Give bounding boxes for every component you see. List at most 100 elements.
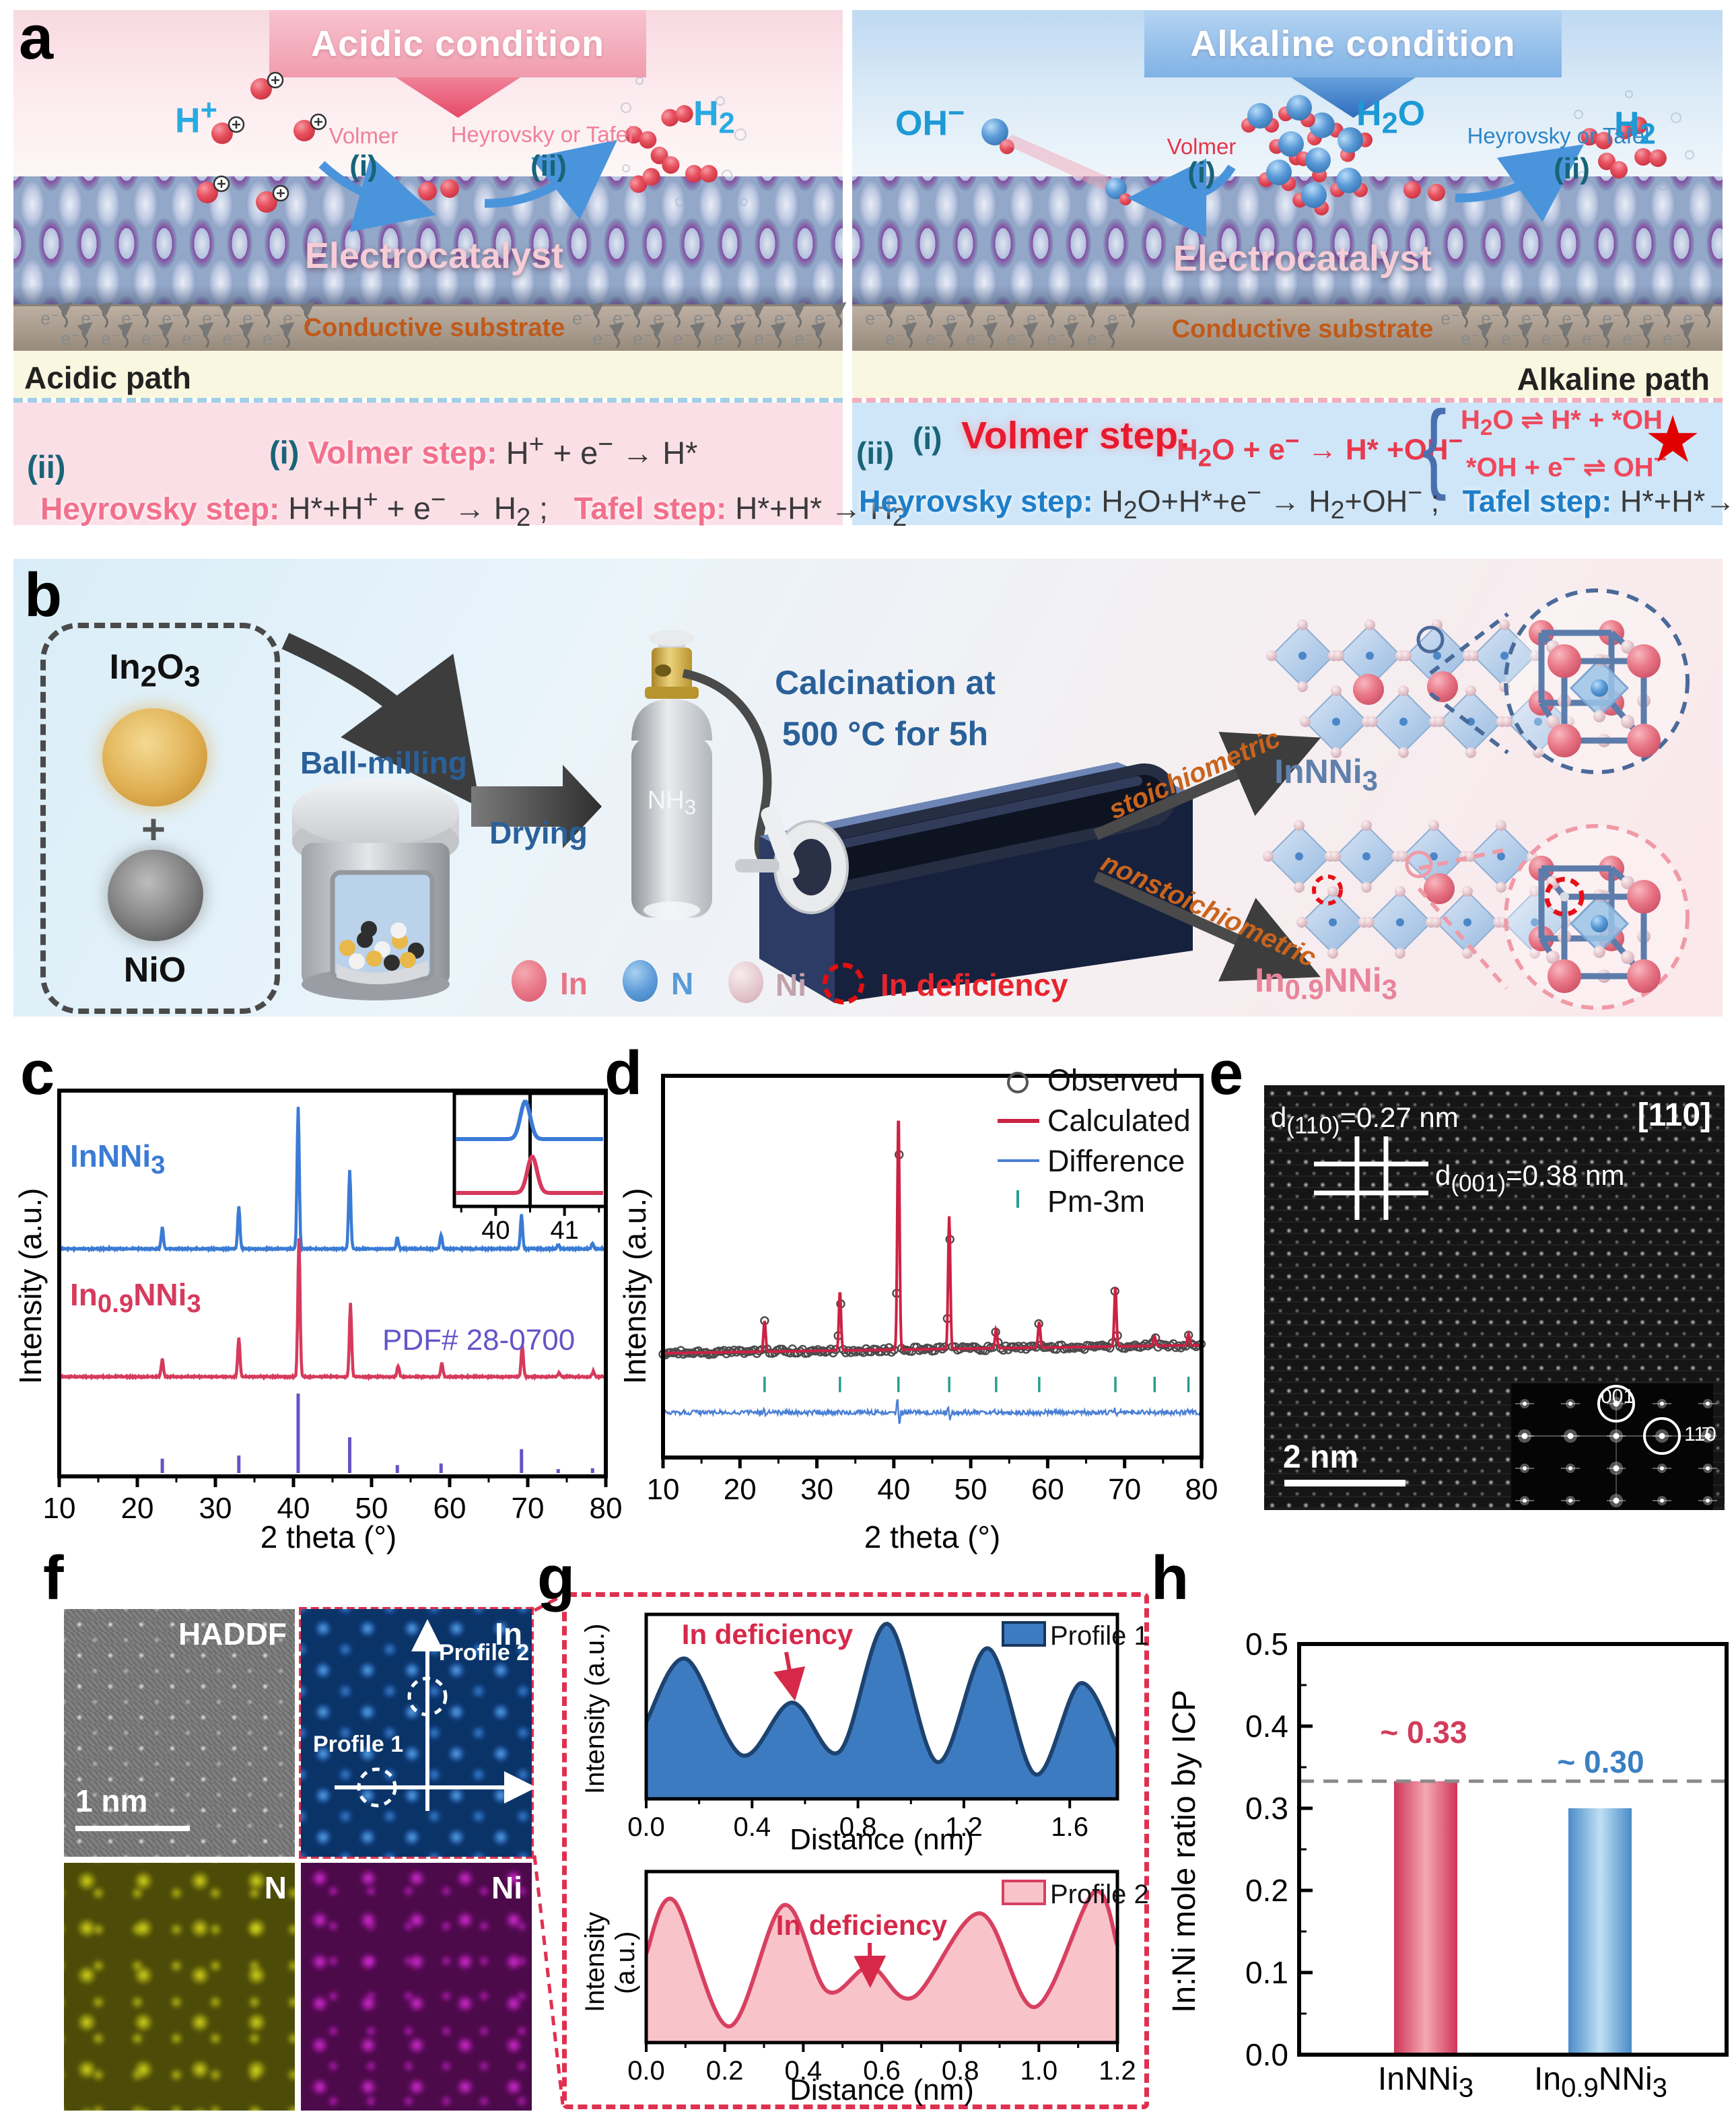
svg-text:50: 50 (355, 1492, 388, 1525)
zone-axis-label: [110] (1637, 1097, 1711, 1133)
svg-text:70: 70 (512, 1492, 545, 1525)
profile1-label: Profile 1 (313, 1732, 404, 1757)
svg-text:0.0: 0.0 (627, 1812, 665, 1842)
profile1-xlabel: Distance (nm) (790, 1823, 974, 1856)
heyrovsky-tafel-label-acidic: Heyrovsky or Tafel (450, 122, 633, 147)
electrocatalyst-label-acidic: Electrocatalyst (304, 236, 564, 276)
eq-step-i: (i) (269, 434, 300, 471)
step-ii-acidic: (ii) (530, 149, 567, 182)
substrate-label-acidic: Conductive substrate (303, 314, 565, 342)
legend-difference: Difference (1047, 1144, 1185, 1178)
eq-tafel-formula-alk: H*+H*→ H2 (1620, 484, 1736, 518)
in2o3-powder (102, 708, 207, 807)
acidic-path-bar (13, 351, 843, 398)
deficiency-arrow (773, 1651, 806, 1701)
svg-text:50: 50 (954, 1473, 987, 1506)
svg-text:1.6: 1.6 (1051, 1812, 1088, 1842)
svg-text:0.3: 0.3 (1245, 1791, 1288, 1826)
svg-text:41: 41 (550, 1217, 578, 1245)
step-ii-alkaline: (ii) (1554, 152, 1590, 185)
in09nni3-label: In0.9NNi3 (1255, 961, 1397, 1005)
xrd-ylabel: Intensity (a.u.) (13, 1188, 48, 1384)
svg-text:In deficiency: In deficiency (682, 1618, 854, 1650)
profile2-xlabel: Distance (nm) (790, 2074, 974, 2107)
svg-text:20: 20 (724, 1473, 757, 1506)
panel-label-c: c (20, 1039, 55, 1107)
nh3-label: NH3 (647, 786, 697, 819)
alkaline-eq-step-ii: (ii) (856, 436, 895, 471)
fft-110-label: 11̄0 (1684, 1423, 1716, 1445)
panel-label-a: a (19, 3, 54, 72)
difference-curve (662, 1399, 1203, 1425)
profile-area (646, 1890, 1117, 2043)
svg-text:0.1: 0.1 (1245, 1955, 1288, 1990)
panel-label-h: h (1151, 1544, 1189, 1612)
observed-marker-icon (1007, 1072, 1029, 1093)
svg-text:30: 30 (800, 1473, 833, 1506)
alkaline-eq-volmer-name: Volmer step: (961, 414, 1191, 457)
svg-text:In deficiency: In deficiency (776, 1909, 948, 1941)
xrd-chart: 40 41 10 20 30 40 50 60 70 80 (43, 1089, 622, 1525)
nio-label: NiO (123, 951, 186, 990)
acidic-banner: Acidic condition (269, 10, 646, 77)
nio-powder (108, 850, 203, 941)
legend-in-label: In (560, 966, 588, 1001)
step-i-alkaline: (i) (1187, 156, 1216, 189)
alkaline-eq-volmer-formula: H2O + e− → H* +OH− (1177, 427, 1463, 472)
alkaline-equation-box (852, 403, 1723, 525)
electrocatalyst-label-alkaline: Electrocatalyst (1173, 238, 1432, 279)
svg-text:0.0: 0.0 (627, 2056, 665, 2086)
in-map-label: In (495, 1616, 522, 1651)
alkaline-divider-dashes (852, 398, 1723, 403)
zoom-connector (532, 1855, 565, 2105)
ni-map-label: Ni (491, 1870, 522, 1905)
precursor-dashed-box (40, 623, 280, 1014)
svg-text:0.4: 0.4 (733, 1812, 771, 1842)
svg-text:0.4: 0.4 (1245, 1709, 1288, 1744)
alkaline-path-bar (852, 351, 1723, 398)
star-icon: ★ (1644, 404, 1702, 476)
eq-volmer-formula: H+ + e− → H* (506, 430, 698, 471)
eq-heyrovsky-name-alk: Heyrovsky step: (859, 484, 1093, 518)
legend-calculated: Calculated (1047, 1103, 1191, 1138)
d001-label: d(001)=0.38 nm (1435, 1159, 1625, 1197)
xrd-series2-label: In0.9NNi3 (70, 1277, 201, 1319)
acidic-heyrovsky-tafel-equation: Heyrovsky step: H*+H+ + e− → H2 ; Tafel … (40, 485, 907, 533)
alkaline-banner: Alkaline condition (1144, 10, 1562, 77)
drying-label: Drying (489, 815, 588, 850)
innni3-label: InNNi3 (1274, 753, 1378, 796)
svg-text:10: 10 (647, 1473, 680, 1506)
svg-text:10: 10 (43, 1492, 76, 1525)
profile2-ylabel: Intensity (a.u.) (580, 1912, 640, 2013)
profile1-legend: Profile 1 (1050, 1621, 1149, 1651)
alkaline-heyrovsky-tafel-equation: Heyrovsky step: H2O+H*+e− → H2+OH− ; Taf… (859, 478, 1736, 524)
oh-minus-label: OH− (895, 97, 965, 143)
d110-label: d(110)=0.27 nm (1271, 1101, 1459, 1139)
observed-points (658, 1150, 1206, 1360)
acidic-equation-box (13, 403, 843, 525)
svg-text:0.6: 0.6 (863, 2056, 901, 2086)
svg-text:80: 80 (590, 1492, 623, 1525)
bragg-tick-icon (1016, 1190, 1019, 1208)
panel-label-e: e (1209, 1039, 1244, 1107)
panel-label-f: f (43, 1544, 64, 1612)
in-sphere-icon (512, 960, 547, 1002)
hplus-label: H+ (175, 94, 217, 141)
bar-category-innni3: InNNi3 (1377, 2061, 1474, 2103)
calculated-line-icon (998, 1119, 1039, 1123)
h2-label-alkaline: H2 (1614, 105, 1656, 151)
svg-text:80: 80 (1185, 1473, 1218, 1506)
bracket-glyph: { (1422, 390, 1447, 502)
ball-milling-label: Ball-milling (300, 745, 467, 780)
eq-heyrovsky-formula-alk: H2O+H*+e− → H2+OH− ; (1101, 478, 1440, 524)
h2o-label: H2O (1356, 94, 1426, 140)
svg-text:70: 70 (1108, 1473, 1141, 1506)
eq-tafel-formula: H*+H* → H2 (735, 491, 907, 533)
eq-volmer-name: Volmer step: (308, 434, 497, 471)
eq-heyrovsky-name: Heyrovsky step: (40, 491, 280, 526)
bar-value-innni3: ~ 0.33 (1380, 1715, 1467, 1750)
alkaline-path-label: Alkaline path (1517, 362, 1710, 397)
icp-bar-chart: 0.0 0.1 0.2 0.3 0.4 0.5 (1245, 1627, 1729, 2072)
step-i-acidic: (i) (349, 149, 378, 182)
calculated-curve (663, 1120, 1202, 1355)
